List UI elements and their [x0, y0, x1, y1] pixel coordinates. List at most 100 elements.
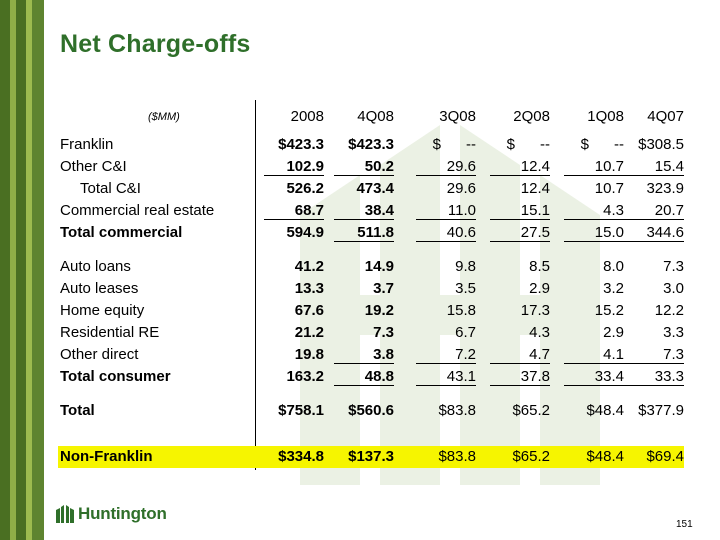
cell-value: 3.0: [663, 280, 684, 297]
table-cell: 473.4: [330, 178, 394, 200]
table-cell: 4.3: [486, 322, 550, 344]
table-cell: 15.4: [620, 156, 684, 178]
table-cell: 43.1: [412, 366, 476, 388]
table-cell: 3.2: [560, 278, 624, 300]
cell-underline: [490, 385, 550, 386]
table-row: Total commercial 594.9 511.8 40.6 27.5 15.0 34…: [54, 222, 694, 244]
cell-underline: [490, 363, 550, 364]
cell-value: 4.3: [529, 324, 550, 341]
cell-value: 68.7: [294, 202, 324, 219]
cell-value: $ --: [506, 136, 550, 153]
cell-value: 15.8: [446, 302, 476, 319]
cell-value: 163.2: [286, 368, 324, 385]
table-row: Home equity 67.6 19.2 15.8 17.3 15.2 12.2: [54, 300, 694, 322]
table-cell: 7.3: [620, 344, 684, 366]
cell-value: 12.4: [520, 158, 550, 175]
cell-value: 19.2: [364, 302, 394, 319]
table-cell: 21.2: [260, 322, 324, 344]
table-row: Auto loans 41.2 14.9 9.8 8.5 8.0 7.3: [54, 256, 694, 278]
cell-value: 4.3: [603, 202, 624, 219]
cell-underline: [264, 219, 324, 220]
cell-value: $65.2: [512, 402, 550, 419]
cell-value: 3.2: [603, 280, 624, 297]
table-cell: 6.7: [412, 322, 476, 344]
cell-value: 27.5: [520, 224, 550, 241]
table-row: Other C&I 102.9 50.2 29.6 12.4 10.7 15.4: [54, 156, 694, 178]
table-cell: $83.8: [412, 400, 476, 422]
table-cell: 8.0: [560, 256, 624, 278]
table-cell: $137.3: [330, 446, 394, 468]
cell-value: 40.6: [446, 224, 476, 241]
table-cell: $48.4: [560, 400, 624, 422]
cell-value: 19.8: [294, 346, 324, 363]
cell-value: 38.4: [364, 202, 394, 219]
table-cell: 19.2: [330, 300, 394, 322]
table-cell: 12.2: [620, 300, 684, 322]
cell-value: 15.0: [594, 224, 624, 241]
cell-underline: [624, 363, 684, 364]
table-cell: $423.3: [330, 134, 394, 156]
cell-underline: [334, 175, 394, 176]
table-row: Total $758.1 $560.6 $83.8 $65.2 $48.4 $377.9: [54, 400, 694, 422]
cell-value: 3.5: [455, 280, 476, 297]
cell-value: $560.6: [348, 402, 394, 419]
table-cell: 48.8: [330, 366, 394, 388]
column-header: 3Q08: [439, 108, 476, 125]
cell-value: 4.1: [603, 346, 624, 363]
cell-value: 11.0: [447, 202, 476, 219]
cell-value: $83.8: [438, 402, 476, 419]
cell-underline: [334, 219, 394, 220]
table-cell: 20.7: [620, 200, 684, 222]
cell-underline: [416, 385, 476, 386]
cell-value: 4.7: [529, 346, 550, 363]
table-cell: 41.2: [260, 256, 324, 278]
cell-value: 526.2: [286, 180, 324, 197]
table-cell: 163.2: [260, 366, 324, 388]
cell-value: 102.9: [286, 158, 324, 175]
table-cell: 12.4: [486, 156, 550, 178]
cell-value: $48.4: [586, 402, 624, 419]
decorative-stripes: [0, 0, 44, 540]
table-cell: $758.1: [260, 400, 324, 422]
table-cell: $ --: [486, 134, 550, 156]
cell-value: 6.7: [455, 324, 476, 341]
table-cell: 3.5: [412, 278, 476, 300]
table-cell: 2.9: [560, 322, 624, 344]
cell-value: 10.7: [594, 158, 624, 175]
cell-underline: [624, 219, 684, 220]
table-cell: $65.2: [486, 400, 550, 422]
table-cell: 7.3: [330, 322, 394, 344]
cell-underline: [564, 385, 624, 386]
table-cell: 12.4: [486, 178, 550, 200]
column-header: 4Q07: [647, 108, 684, 125]
cell-underline: [564, 175, 624, 176]
table-cell: 38.4: [330, 200, 394, 222]
cell-value: $758.1: [278, 402, 324, 419]
cell-underline: [264, 175, 324, 176]
cell-value: 10.7: [594, 180, 624, 197]
table-row: Auto leases 13.3 3.7 3.5 2.9 3.2 3.0: [54, 278, 694, 300]
cell-value: 9.8: [455, 258, 476, 275]
table-cell: 33.3: [620, 366, 684, 388]
cell-value: 3.7: [373, 280, 394, 297]
table-cell: 67.6: [260, 300, 324, 322]
cell-value: 20.7: [654, 202, 684, 219]
cell-underline: [490, 241, 550, 242]
cell-underline: [334, 385, 394, 386]
cell-value: 511.8: [357, 224, 394, 241]
row-label: Other direct: [60, 346, 139, 363]
cell-value: 41.2: [294, 258, 324, 275]
cell-value: $83.8: [438, 448, 476, 465]
watermark-logo-icon: [300, 125, 600, 485]
page-number: 151: [676, 519, 693, 530]
table-cell: 4.3: [560, 200, 624, 222]
cell-value: 7.3: [663, 346, 684, 363]
table-cell: 7.3: [620, 256, 684, 278]
cell-underline: [624, 385, 684, 386]
table-cell: 323.9: [620, 178, 684, 200]
table-cell: $334.8: [260, 446, 324, 468]
table-cell: 3.3: [620, 322, 684, 344]
table-cell: 15.1: [486, 200, 550, 222]
table-cell: 594.9: [260, 222, 324, 244]
cell-value: $ --: [432, 136, 476, 153]
